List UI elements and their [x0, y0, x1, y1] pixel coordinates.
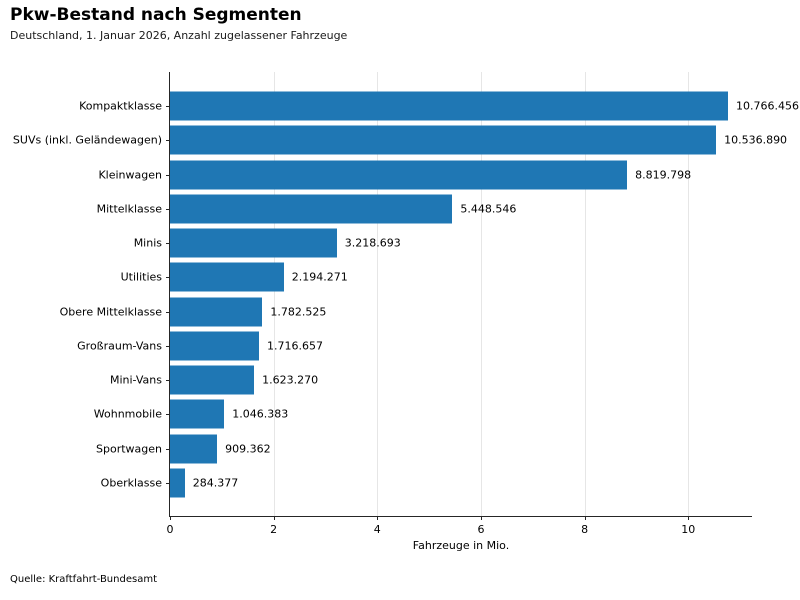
x-axis-tick-mark [273, 516, 275, 520]
bar-band-10: Sportwagen 909.362 [96, 432, 752, 466]
y-axis-tick-mark [166, 448, 170, 450]
y-axis-tick-mark [166, 482, 170, 484]
bar-value-label: 2.194.271 [291, 270, 348, 284]
bar-1 [170, 125, 717, 155]
bar-band-2: Kleinwagen 8.819.798 [98, 158, 752, 192]
y-axis-tick-mark [166, 311, 170, 313]
bar-value-label: 1.782.525 [270, 305, 327, 319]
bar-value-label: 10.766.456 [735, 99, 799, 113]
source-note: Quelle: Kraftfahrt-Bundesamt [10, 574, 157, 585]
bar-2 [170, 160, 628, 190]
chart-title: Pkw-Bestand nach Segmenten [10, 5, 302, 25]
x-axis-tick-mark [688, 516, 690, 520]
chart-subtitle: Deutschland, 1. Januar 2026, Anzahl zuge… [10, 29, 348, 42]
bar-4 [170, 228, 337, 258]
x-axis-tick-label: 8 [581, 523, 589, 536]
x-axis-tick-label: 10 [681, 523, 696, 536]
bar-3 [170, 194, 453, 224]
y-axis-tick-mark [166, 345, 170, 347]
bar-band-9: Wohnmobile 1.046.383 [94, 397, 752, 431]
gridline-x-10 [688, 72, 690, 516]
y-axis-category-label: Mini-Vans [109, 373, 162, 387]
bar-value-label: 1.623.270 [262, 373, 319, 387]
bar-band-5: Utilities 2.194.271 [121, 260, 752, 294]
y-axis-tick-mark [166, 380, 170, 382]
y-axis-category-label: Utilities [120, 270, 162, 284]
y-axis-category-label: Minis [133, 236, 162, 250]
x-axis-tick-label: 4 [373, 523, 381, 536]
y-axis-tick-mark [166, 208, 170, 210]
bar-value-label: 5.448.546 [460, 202, 517, 216]
gridline-x-2 [273, 72, 275, 516]
y-axis-category-label: Kleinwagen [98, 168, 162, 182]
bar-band-8: Mini-Vans 1.623.270 [110, 363, 752, 397]
x-axis-tick-mark [584, 516, 586, 520]
bar-6 [170, 297, 263, 327]
gridline-x-4 [377, 72, 379, 516]
bar-value-label: 1.046.383 [232, 407, 289, 421]
y-axis-category-label: Wohnmobile [93, 407, 162, 421]
gridline-x-8 [584, 72, 586, 516]
bar-band-7: Großraum-Vans 1.716.657 [77, 329, 752, 363]
bar-8 [170, 365, 255, 395]
x-axis-tick-label: 0 [166, 523, 174, 536]
bar-band-11: Oberklasse 284.377 [101, 466, 752, 500]
x-axis-tick-mark [480, 516, 482, 520]
bar-band-4: Minis 3.218.693 [134, 226, 752, 260]
y-axis-category-label: Kompaktklasse [79, 99, 162, 113]
y-axis-tick-mark [166, 140, 170, 142]
x-axis-tick-label: 2 [270, 523, 278, 536]
bar-0 [170, 91, 728, 121]
y-axis-tick-mark [166, 106, 170, 108]
bar-11 [170, 468, 185, 498]
bar-7 [170, 331, 259, 361]
gridline-x-6 [480, 72, 482, 516]
bar-value-label: 284.377 [192, 476, 239, 490]
plot-area: Fahrzeuge in Mio. Kompaktklasse 10.766.45… [13, 72, 799, 552]
y-axis-category-label: Sportwagen [96, 442, 162, 456]
y-axis-tick-mark [166, 414, 170, 416]
bar-band-0: Kompaktklasse 10.766.456 [79, 89, 799, 123]
x-axis-tick-mark [170, 516, 171, 520]
y-axis-category-label: SUVs (inkl. Geländewagen) [12, 133, 162, 147]
bar-9 [170, 399, 225, 429]
x-axis-tick-mark [377, 516, 379, 520]
y-axis-category-label: Großraum-Vans [77, 339, 162, 353]
y-axis-category-label: Mittelklasse [96, 202, 162, 216]
bar-value-label: 8.819.798 [635, 168, 692, 182]
bar-band-3: Mittelklasse 5.448.546 [97, 192, 752, 226]
bar-band-1: SUVs (inkl. Geländewagen) 10.536.890 [13, 123, 787, 157]
bar-value-label: 1.716.657 [266, 339, 323, 353]
y-axis-category-label: Obere Mittelklasse [59, 305, 162, 319]
y-axis-category-label: Oberklasse [100, 476, 162, 490]
y-axis-tick-mark [166, 174, 170, 176]
bar-value-label: 3.218.693 [344, 236, 401, 250]
y-axis-tick-mark [166, 243, 170, 245]
bar-band-6: Obere Mittelklasse 1.782.525 [60, 295, 752, 329]
y-axis-tick-mark [166, 277, 170, 279]
x-axis-label: Fahrzeuge in Mio. [412, 539, 510, 552]
x-axis-tick-label: 6 [477, 523, 485, 536]
bar-value-label: 10.536.890 [724, 133, 788, 147]
bar-10 [170, 434, 218, 464]
bar-5 [170, 262, 284, 292]
bar-value-label: 909.362 [225, 442, 271, 456]
